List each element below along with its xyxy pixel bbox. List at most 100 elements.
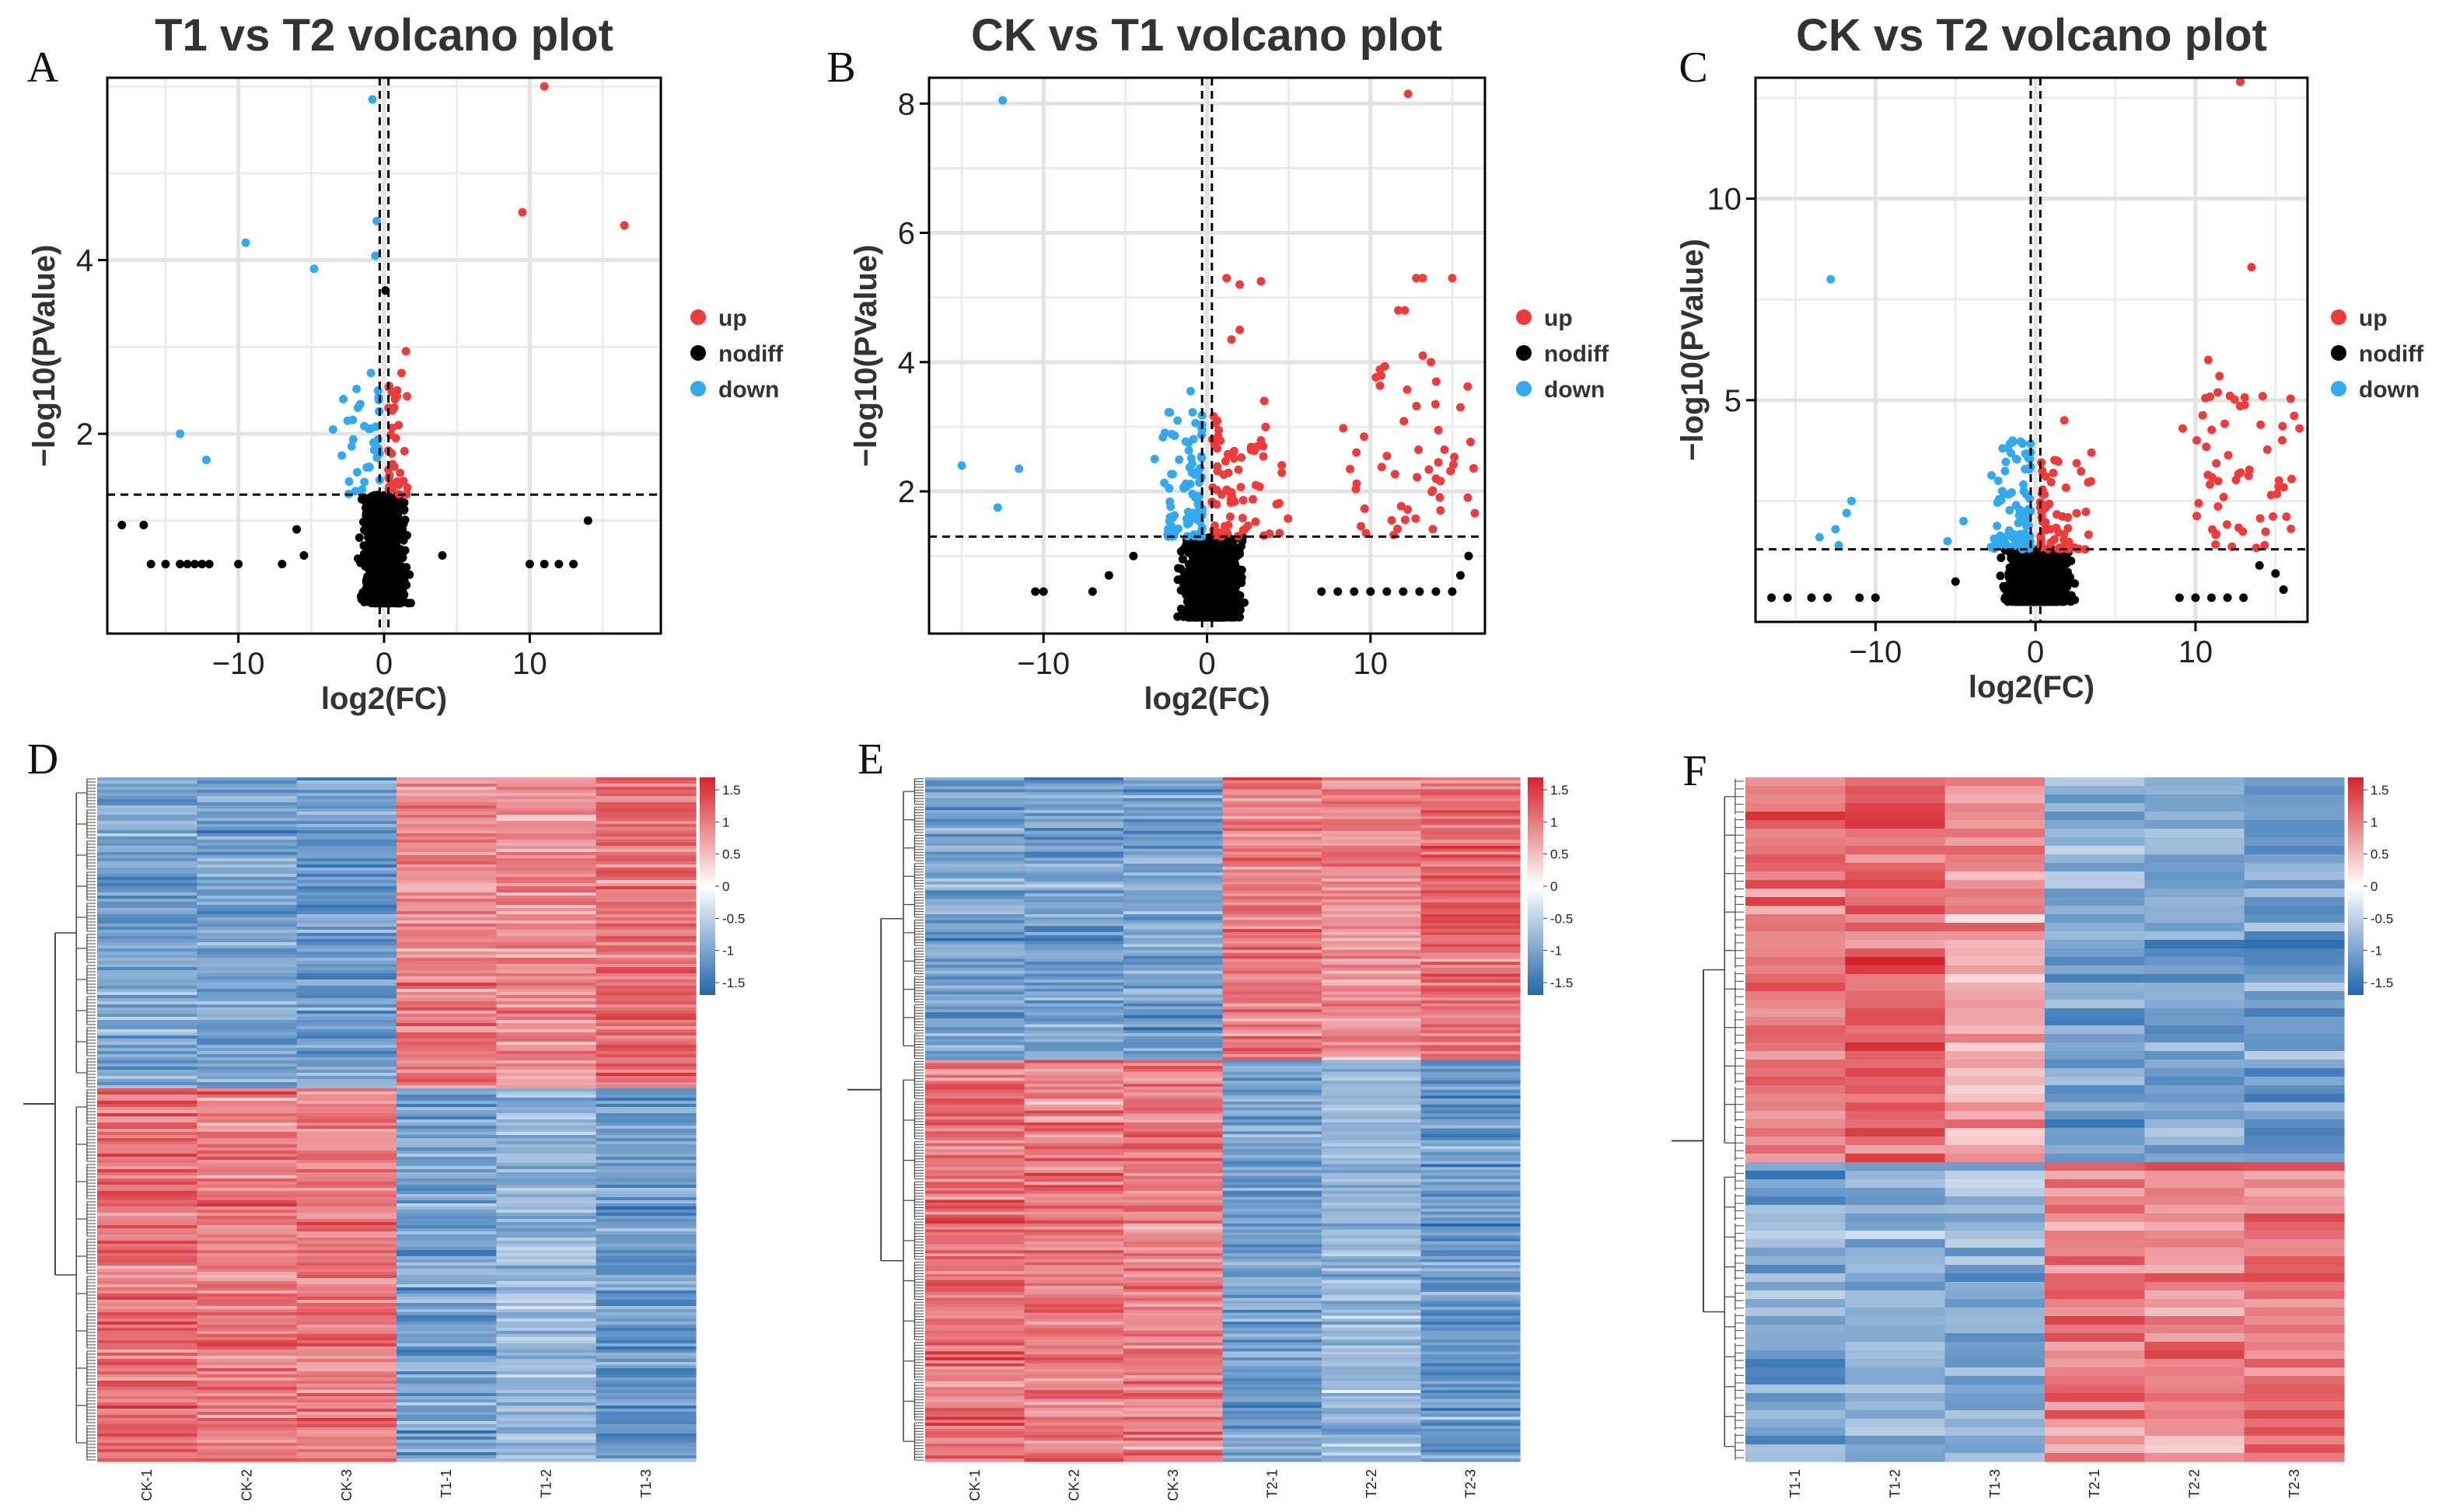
- point-nodiff: [2239, 593, 2248, 602]
- point-nodiff: [2207, 593, 2217, 602]
- point-up: [2290, 411, 2299, 421]
- heatmap-cell: [397, 877, 497, 881]
- point-up: [2211, 530, 2220, 540]
- heatmap-cell: [397, 979, 497, 983]
- heatmap-cell: [496, 902, 597, 906]
- heatmap-cell: [397, 939, 497, 943]
- heatmap-cell: [296, 896, 397, 899]
- point-up: [2202, 442, 2211, 452]
- point-down: [366, 368, 376, 378]
- heatmap-cell: [296, 883, 397, 887]
- heatmap-cell: [596, 917, 697, 921]
- heatmap-cell: [596, 1004, 697, 1008]
- heatmap-cell: [97, 948, 197, 952]
- point-nodiff: [1031, 587, 1040, 596]
- heatmap-cell: [197, 961, 298, 965]
- point-down: [1168, 513, 1177, 522]
- point-down: [1184, 438, 1193, 448]
- point-up: [1418, 274, 1427, 283]
- point-nodiff: [1223, 600, 1232, 609]
- point-up: [2203, 355, 2213, 365]
- point-up: [2278, 421, 2287, 431]
- point-up: [2286, 394, 2295, 403]
- point-up: [2220, 419, 2230, 428]
- heatmap-cell: [397, 843, 497, 847]
- heatmap-cell: [197, 920, 298, 924]
- heatmap-cell: [97, 1004, 197, 1008]
- point-nodiff: [1951, 577, 1960, 586]
- y-axis-label: −log10(PValue): [849, 245, 883, 467]
- heatmap-cell: [397, 970, 497, 974]
- point-down: [368, 95, 377, 104]
- heatmap-cell: [97, 846, 197, 850]
- heatmap-cell: [296, 1048, 397, 1052]
- y-tick-label: 6: [898, 217, 915, 251]
- heatmap-cell: [97, 1048, 197, 1052]
- heatmap-cell: [596, 802, 697, 806]
- heatmap-cell: [397, 1035, 497, 1039]
- point-up: [403, 483, 412, 492]
- heatmap-cell: [596, 970, 697, 974]
- heatmap-cell: [97, 1007, 197, 1011]
- heatmap-cell: [197, 1014, 298, 1018]
- heatmap-cell: [496, 986, 597, 990]
- heatmap-cell: [97, 787, 197, 791]
- heatmap-cell: [596, 924, 697, 927]
- point-down: [1188, 407, 1197, 417]
- point-nodiff: [1213, 592, 1222, 602]
- point-up: [2295, 424, 2304, 433]
- point-down: [201, 456, 211, 465]
- point-nodiff: [1855, 593, 1864, 602]
- heatmap-cell: [496, 955, 597, 959]
- point-up: [396, 468, 405, 477]
- heatmap-cell: [397, 864, 497, 868]
- point-nodiff: [2279, 585, 2288, 595]
- heatmap-cell: [97, 840, 197, 843]
- point-nodiff: [389, 521, 398, 530]
- heatmap-cell: [397, 880, 497, 884]
- point-up: [1436, 477, 1445, 486]
- heatmap-cell: [97, 874, 197, 878]
- heatmap-cell: [197, 1001, 298, 1005]
- heatmap-cell: [596, 871, 697, 875]
- point-nodiff: [278, 560, 287, 569]
- heatmap-cell: [596, 1039, 697, 1042]
- heatmap-cell: [296, 855, 397, 859]
- heatmap-cell: [97, 1020, 197, 1024]
- point-up: [2194, 498, 2203, 508]
- heatmap-cell: [397, 799, 497, 803]
- heatmap-cell: [596, 821, 697, 825]
- point-up: [2261, 527, 2270, 536]
- heatmap-cell: [596, 780, 697, 784]
- heatmap-cell: [596, 939, 697, 943]
- point-up: [2240, 400, 2249, 410]
- heatmap-cell: [397, 1011, 497, 1014]
- legend-label-down: down: [2359, 377, 2419, 403]
- heatmap-cell: [97, 861, 197, 865]
- point-nodiff: [1129, 551, 1138, 560]
- heatmap-cell: [296, 1017, 397, 1021]
- heatmap-cell: [397, 1023, 497, 1027]
- heatmap-cell: [296, 1004, 397, 1008]
- heatmap-cell: [197, 1070, 298, 1074]
- point-up: [1238, 513, 1247, 522]
- heatmap-cell: [496, 914, 597, 918]
- heatmap-cell: [97, 830, 197, 834]
- heatmap-cell: [596, 880, 697, 884]
- point-up: [2212, 459, 2221, 468]
- heatmap-cell: [97, 939, 197, 943]
- heatmap-cell: [97, 780, 197, 784]
- heatmap-cell: [596, 945, 697, 949]
- point-up: [386, 480, 396, 489]
- point-up: [2040, 519, 2049, 529]
- heatmap-cell: [596, 861, 697, 865]
- heatmap-cell: [496, 945, 597, 949]
- heatmap-cell: [197, 877, 298, 881]
- heatmap-cell: [296, 992, 397, 996]
- heatmap-cell: [197, 930, 298, 934]
- x-tick-label: 10: [1354, 647, 1389, 681]
- heatmap-cell: [296, 1042, 397, 1046]
- heatmap-cell: [296, 818, 397, 822]
- heatmap-cell: [397, 830, 497, 834]
- point-down: [2021, 490, 2031, 499]
